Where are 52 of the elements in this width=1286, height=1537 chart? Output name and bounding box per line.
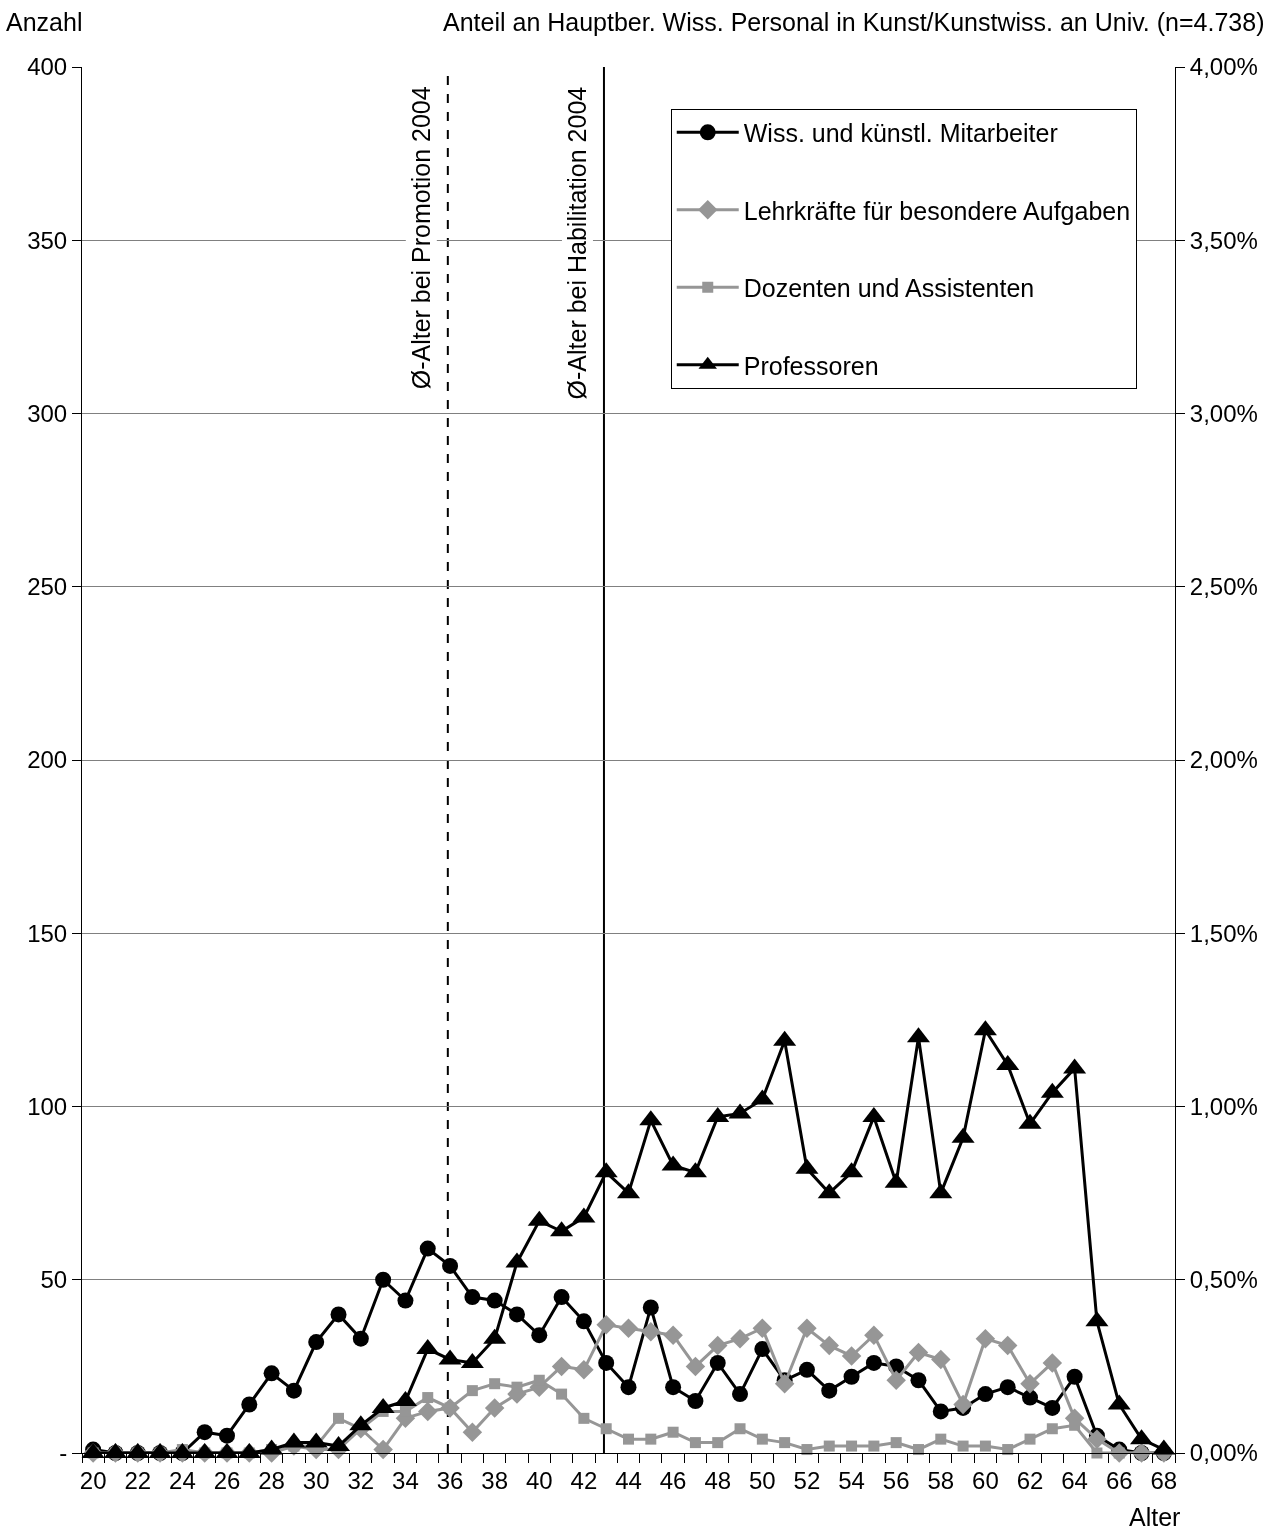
- x-tick-label: 44: [615, 1466, 642, 1494]
- x-tick-label: 38: [481, 1466, 509, 1494]
- y2-tick-label: 0,00%: [1189, 1439, 1258, 1467]
- x-tick-label: 30: [302, 1466, 330, 1494]
- x-tick-label: 20: [79, 1466, 107, 1494]
- x-tick-label: 62: [1016, 1466, 1044, 1494]
- x-tick-label: 66: [1105, 1466, 1133, 1494]
- y-tick-label: -: [59, 1439, 68, 1467]
- y2-tick-label: 4,00%: [1189, 53, 1258, 81]
- x-axis-title: Alter: [1129, 1503, 1181, 1531]
- x-tick-label: 58: [927, 1466, 955, 1494]
- x-tick-label: 40: [525, 1466, 553, 1494]
- x-tick-label: 34: [392, 1466, 419, 1494]
- x-tick-label: 54: [838, 1466, 865, 1494]
- x-tick-label: 64: [1061, 1466, 1088, 1494]
- x-tick-label: 52: [793, 1466, 821, 1494]
- legend-label: Dozenten und Assistenten: [743, 274, 1035, 303]
- x-tick-label: 28: [258, 1466, 285, 1494]
- x-tick-label: 48: [704, 1466, 732, 1494]
- ref-line-label: Ø-Alter bei Habilitation 2004: [563, 86, 592, 400]
- x-tick-label: 26: [213, 1466, 241, 1494]
- legend-label: Lehrkräfte für besondere Aufgaben: [743, 196, 1131, 225]
- x-tick-label: 56: [882, 1466, 910, 1494]
- y-tick-label: 400: [27, 53, 68, 81]
- y-tick-label: 300: [27, 399, 68, 427]
- x-tick-label: 68: [1150, 1466, 1178, 1494]
- y-tick-label: 100: [27, 1092, 68, 1120]
- x-tick-label: 24: [169, 1466, 196, 1494]
- legend-label: Wiss. und künstl. Mitarbeiter: [743, 119, 1058, 148]
- x-tick-label: 60: [972, 1466, 999, 1494]
- y-tick-label: 200: [27, 746, 68, 774]
- y2-tick-label: 1,00%: [1189, 1092, 1258, 1120]
- y-tick-label: 50: [40, 1266, 68, 1294]
- y2-tick-label: 3,00%: [1189, 399, 1258, 427]
- x-tick-label: 22: [124, 1466, 152, 1494]
- legend-label: Professoren: [743, 351, 879, 380]
- x-tick-label: 32: [347, 1466, 375, 1494]
- x-tick-label: 50: [748, 1466, 776, 1494]
- y-tick-label: 250: [27, 573, 68, 601]
- y2-tick-label: 2,50%: [1189, 573, 1258, 601]
- x-tick-label: 36: [436, 1466, 464, 1494]
- x-tick-label: 46: [659, 1466, 687, 1494]
- y2-axis-title: Anteil an Hauptber. Wiss. Personal in Kunst/Kunstwiss. an Univ. (n=4.738): [443, 8, 1265, 36]
- y2-tick-label: 3,50%: [1189, 226, 1258, 254]
- ref-line-label: Ø-Alter bei Promotion 2004: [407, 86, 436, 390]
- x-tick-label: 42: [570, 1466, 598, 1494]
- y2-tick-label: 2,00%: [1189, 746, 1258, 774]
- y-tick-label: 150: [27, 919, 68, 947]
- y2-tick-label: 1,50%: [1189, 919, 1258, 947]
- y-axis-title: Anzahl: [6, 8, 83, 36]
- y-tick-label: 350: [27, 226, 68, 254]
- y2-tick-label: 0,50%: [1189, 1266, 1258, 1294]
